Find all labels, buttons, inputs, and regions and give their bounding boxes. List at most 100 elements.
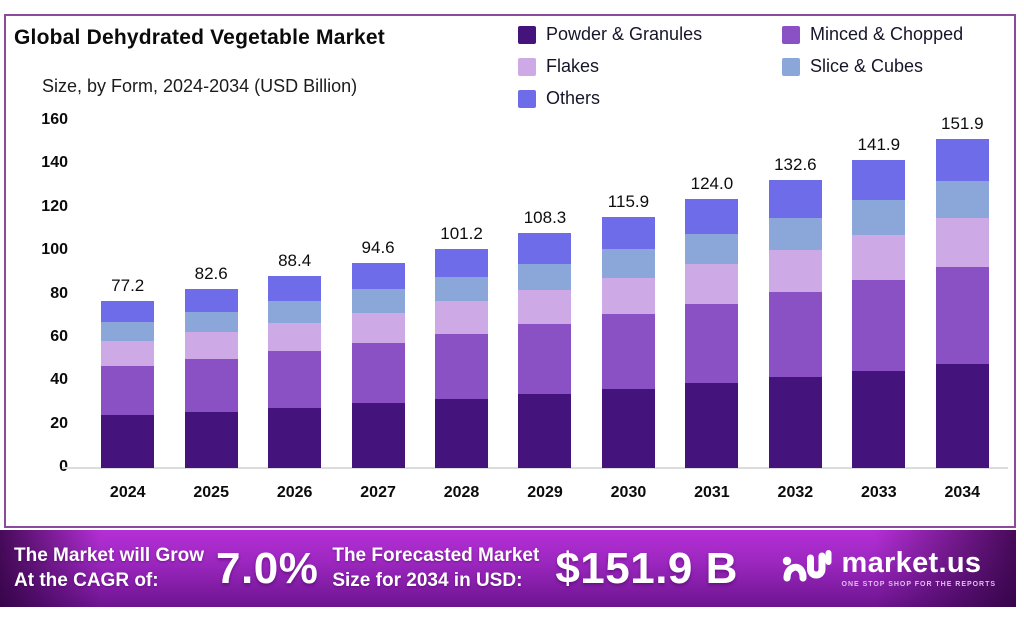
bar-segment bbox=[268, 322, 322, 351]
bar-segment bbox=[935, 266, 989, 365]
legend-item: Flakes bbox=[518, 56, 782, 77]
bar-total-label: 115.9 bbox=[607, 191, 650, 211]
bar-segment bbox=[852, 160, 906, 200]
bar-segment bbox=[518, 324, 572, 395]
bar-total-label: 141.9 bbox=[857, 135, 901, 155]
x-tick-label: 2024 bbox=[109, 484, 146, 501]
x-axis-line bbox=[62, 467, 1008, 469]
bar-segment bbox=[101, 300, 155, 323]
stacked-bar-2032 bbox=[768, 180, 822, 468]
forecast-label-line1: The Forecasted Market bbox=[332, 545, 540, 567]
bar-segment bbox=[184, 332, 238, 359]
bottom-banner: The Market will Grow At the CAGR of: 7.0… bbox=[0, 530, 1016, 607]
legend-swatch bbox=[782, 25, 800, 44]
y-tick-label: 0 bbox=[20, 458, 68, 476]
bar-total-label: 94.6 bbox=[361, 237, 395, 257]
bar-segment bbox=[518, 394, 572, 468]
chart-title: Global Dehydrated Vegetable Market bbox=[14, 26, 385, 49]
bar-segment bbox=[852, 199, 906, 235]
x-tick-label: 2032 bbox=[777, 484, 814, 501]
bar-segment bbox=[101, 365, 155, 416]
bar-segment bbox=[351, 342, 405, 404]
legend-swatch bbox=[782, 57, 800, 76]
bar-segment bbox=[351, 312, 405, 343]
bar-segment bbox=[435, 398, 489, 468]
bar-total-label: 132.6 bbox=[774, 155, 817, 175]
y-tick-label: 40 bbox=[50, 371, 68, 389]
market-us-logo-icon bbox=[781, 547, 833, 590]
bar-total-label: 101.2 bbox=[440, 223, 483, 243]
bar-slot-2029: 108.3 bbox=[503, 121, 586, 468]
stacked-bar-2033 bbox=[852, 160, 906, 468]
stacked-bar-2034 bbox=[935, 138, 989, 468]
bar-segment bbox=[601, 216, 655, 250]
bar-segment bbox=[268, 301, 322, 323]
bar-slot-2032: 132.6 bbox=[754, 121, 837, 468]
forecast-value: $151.9 B bbox=[555, 543, 738, 593]
x-tick-label: 2031 bbox=[694, 484, 730, 501]
bar-segment bbox=[852, 371, 906, 468]
forecast-label: The Forecasted Market Size for 2034 in U… bbox=[332, 544, 539, 593]
bar-segment bbox=[601, 249, 655, 278]
stacked-bar-2030 bbox=[601, 216, 655, 468]
bar-segment bbox=[935, 181, 989, 219]
stacked-bar-2026 bbox=[268, 276, 322, 468]
bar-segment bbox=[351, 262, 405, 290]
stacked-bar-2029 bbox=[518, 233, 572, 468]
legend-swatch bbox=[518, 25, 536, 44]
x-tick-label: 2026 bbox=[276, 484, 313, 501]
bar-segment bbox=[268, 276, 322, 302]
bar-segment bbox=[852, 279, 906, 372]
cagr-label: The Market will Grow At the CAGR of: bbox=[14, 544, 204, 593]
bar-segment bbox=[435, 276, 489, 302]
logo-tagline: ONE STOP SHOP FOR THE REPORTS bbox=[841, 581, 996, 588]
bar-segment bbox=[101, 322, 155, 342]
bar-segment bbox=[351, 403, 405, 468]
bar-segment bbox=[268, 350, 322, 408]
x-tick-label: 2034 bbox=[944, 484, 981, 501]
bar-segment bbox=[685, 264, 739, 304]
legend-label: Others bbox=[546, 88, 601, 108]
bar-slot-2034: 151.9 bbox=[921, 114, 1004, 468]
stacked-bar-2027 bbox=[351, 262, 405, 468]
x-tick-label: 2030 bbox=[610, 484, 647, 501]
bar-slot-2027: 94.6 bbox=[336, 121, 419, 468]
x-tick-label: 2028 bbox=[443, 484, 480, 501]
bar-segment bbox=[268, 407, 322, 468]
legend-label: Slice & Cubes bbox=[810, 56, 924, 76]
stacked-bar-2031 bbox=[685, 199, 739, 468]
bar-slot-2026: 88.4 bbox=[253, 121, 336, 468]
legend-label: Minced & Chopped bbox=[810, 24, 964, 44]
y-tick-label: 20 bbox=[50, 414, 68, 432]
bar-slot-2028: 101.2 bbox=[420, 121, 503, 468]
bar-segment bbox=[768, 377, 822, 468]
bar-segment bbox=[601, 314, 655, 389]
bar-slot-2024: 77.2 bbox=[86, 121, 169, 468]
bar-slot-2030: 115.9 bbox=[587, 121, 670, 468]
chart-card: Global Dehydrated Vegetable Market Size,… bbox=[4, 14, 1016, 528]
x-tick-label: 2027 bbox=[360, 484, 396, 501]
bar-segment bbox=[435, 301, 489, 334]
bar-segment bbox=[935, 218, 989, 267]
legend-swatch bbox=[518, 89, 536, 108]
market-us-logo: market.us ONE STOP SHOP FOR THE REPORTS bbox=[781, 547, 996, 590]
x-tick-label: 2029 bbox=[527, 484, 563, 501]
bar-segment bbox=[768, 180, 822, 218]
bar-segment bbox=[768, 217, 822, 251]
bar-segment bbox=[184, 288, 238, 313]
legend-label: Powder & Granules bbox=[546, 24, 703, 44]
bar-segment bbox=[518, 233, 572, 264]
logo-text-block: market.us ONE STOP SHOP FOR THE REPORTS bbox=[841, 549, 996, 589]
bar-segment bbox=[101, 341, 155, 366]
bar-segment bbox=[518, 263, 572, 290]
bar-segment bbox=[685, 233, 739, 265]
bar-slot-2031: 124.0 bbox=[670, 121, 753, 468]
bar-segment bbox=[935, 364, 989, 468]
bar-segment bbox=[852, 234, 906, 280]
legend-swatch bbox=[518, 57, 536, 76]
y-tick-label: 140 bbox=[41, 154, 68, 172]
y-tick-label: 120 bbox=[41, 197, 68, 215]
y-tick-label: 80 bbox=[50, 284, 68, 302]
bar-slot-2033: 141.9 bbox=[837, 121, 920, 468]
